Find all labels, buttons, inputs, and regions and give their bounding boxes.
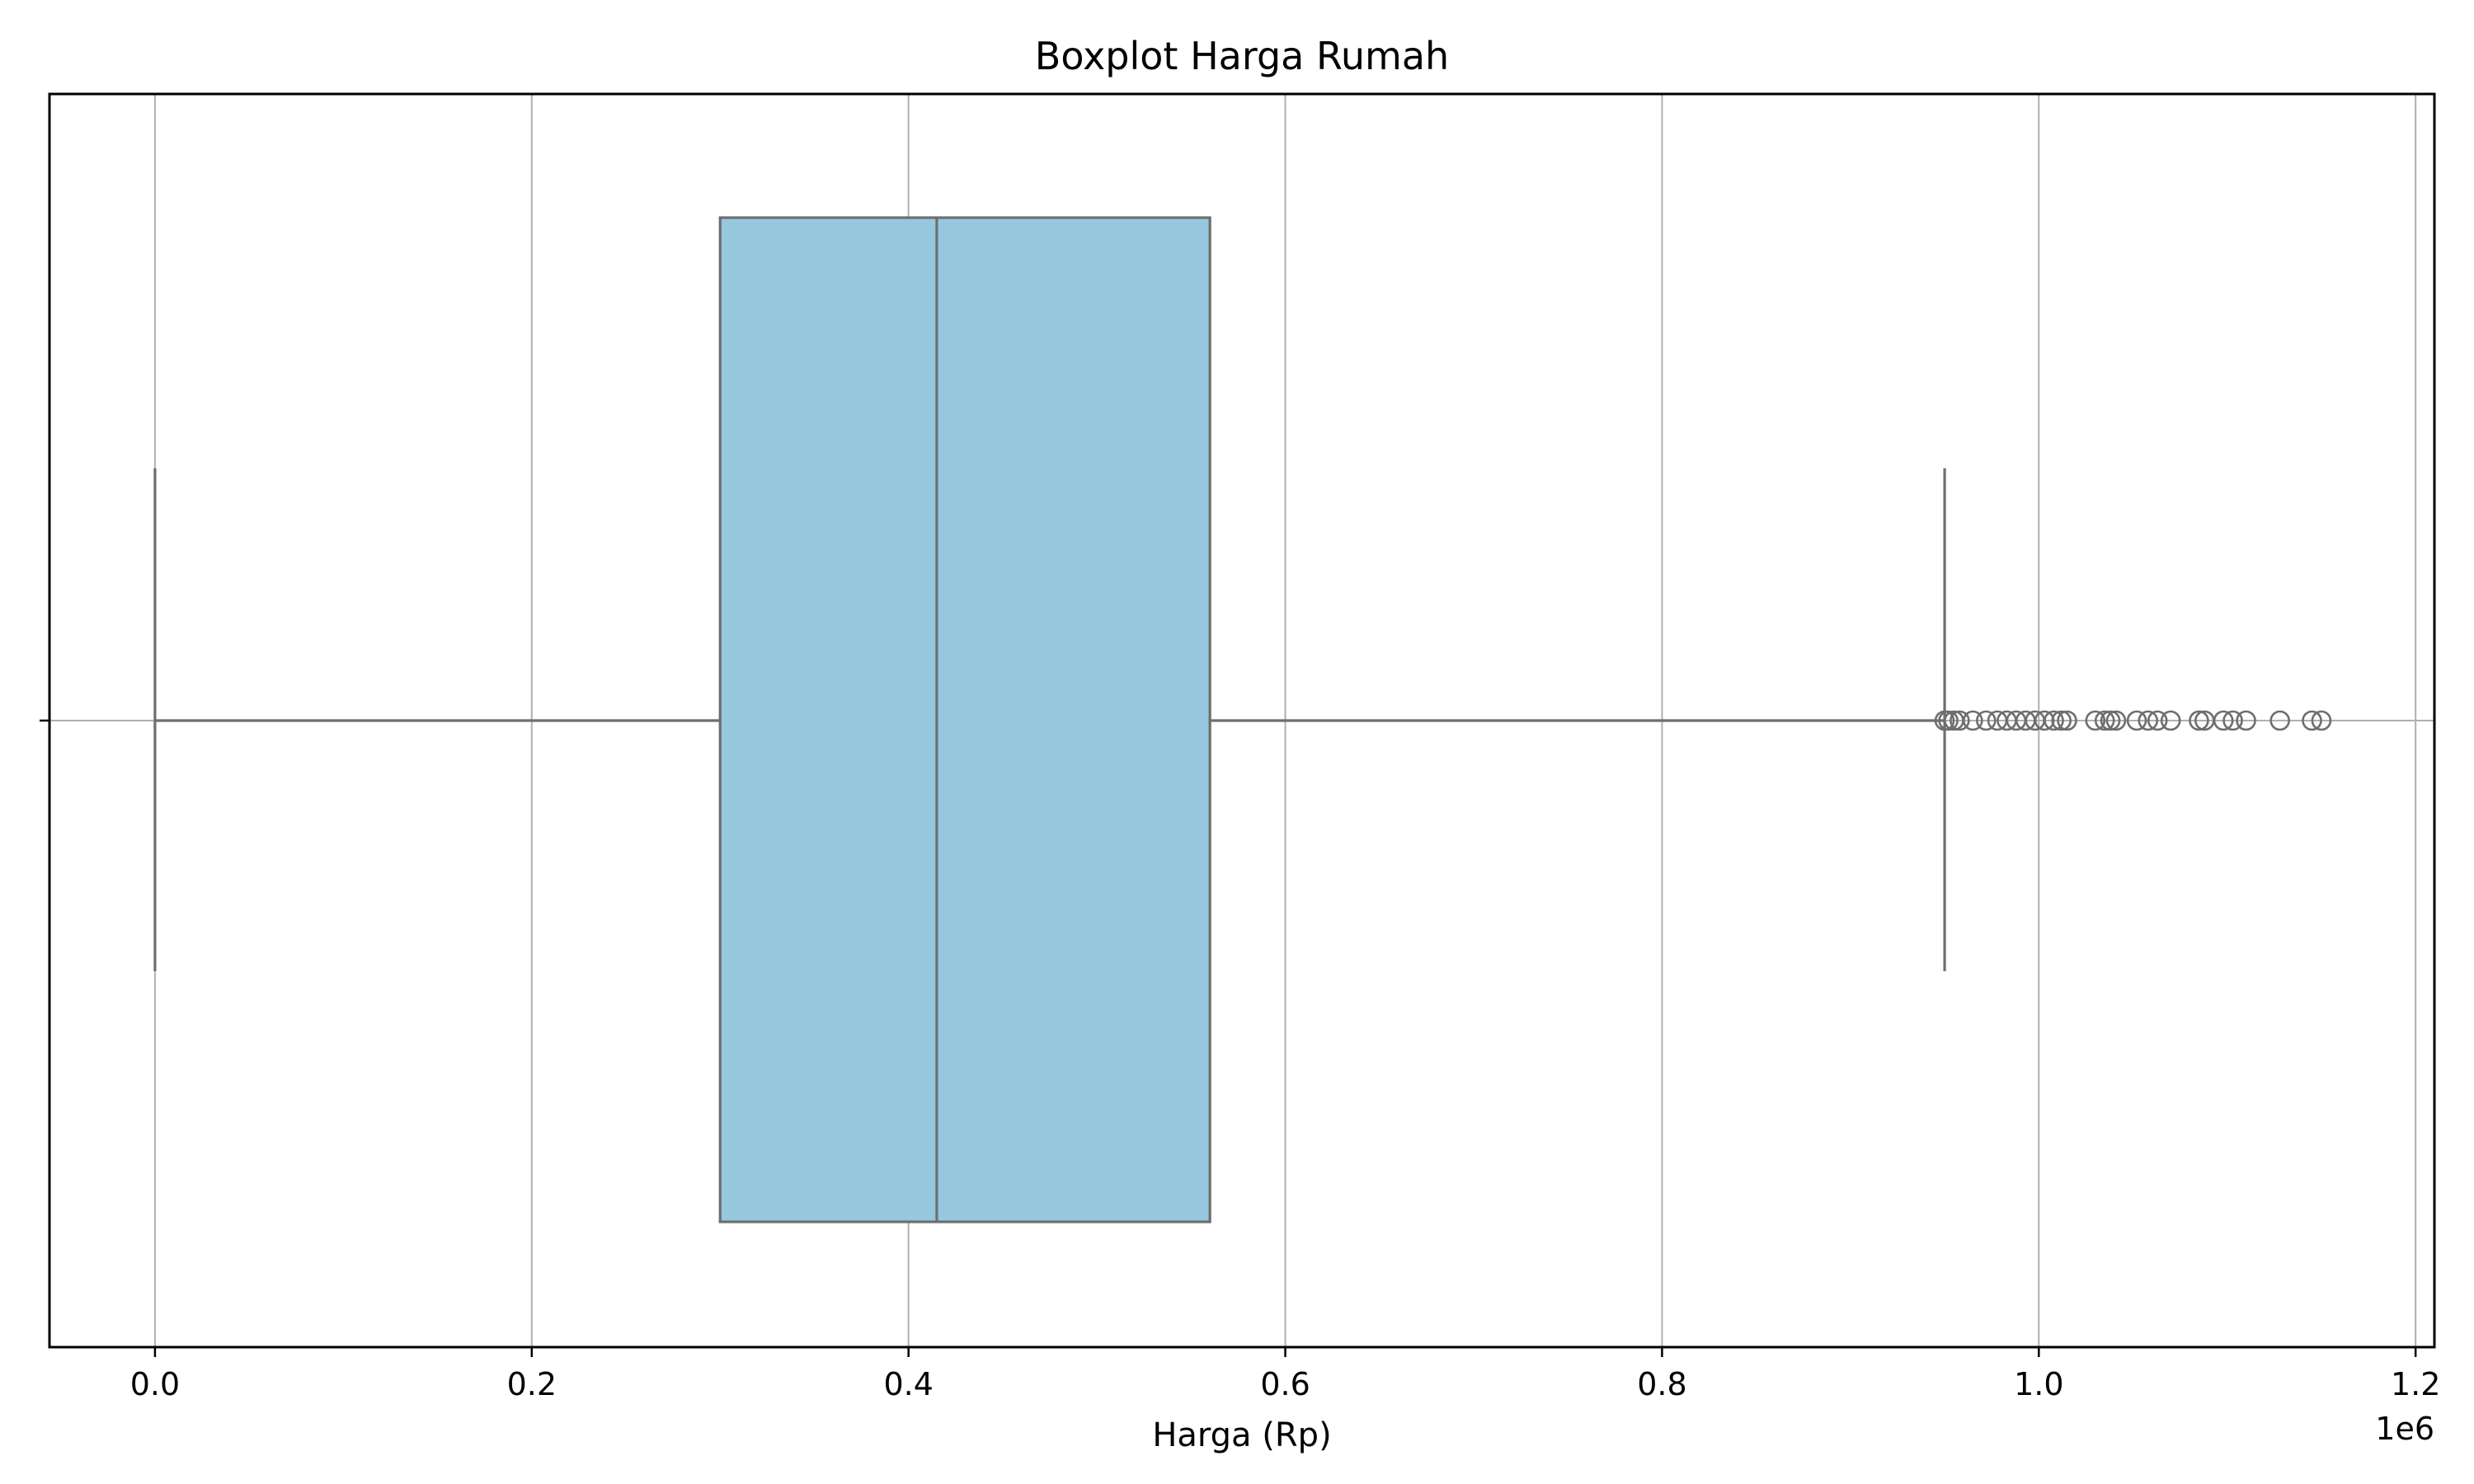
plot-area	[153, 216, 2332, 1223]
outlier-point	[2160, 710, 2181, 731]
outlier-point	[2044, 710, 2064, 731]
outlier-point	[2302, 710, 2322, 731]
outlier-point	[1938, 710, 1959, 731]
x-tick-label: 1.2	[2391, 1366, 2440, 1402]
outlier-point	[2138, 710, 2159, 731]
x-tick-label: 0.2	[507, 1366, 557, 1402]
outlier-point	[2269, 710, 2290, 731]
x-tick-label: 0.0	[130, 1366, 180, 1402]
outlier-point	[2057, 710, 2077, 731]
outlier-point	[2213, 710, 2234, 731]
x-tick-label: 0.6	[1260, 1366, 1310, 1402]
outlier-point	[2236, 710, 2256, 731]
interquartile-box	[718, 216, 1211, 1223]
outlier-point	[2051, 710, 2072, 731]
outlier-point	[2222, 710, 2243, 731]
outlier-point	[2105, 710, 2127, 731]
outlier-point	[1950, 710, 1970, 731]
outlier-point	[1963, 710, 1983, 731]
x-axis-label: Harga (Rp)	[1152, 1416, 1331, 1454]
x-tick-label: 0.4	[883, 1366, 933, 1402]
outlier-point	[2189, 710, 2209, 731]
outlier-point	[1976, 710, 1997, 731]
outlier-point	[2147, 710, 2168, 731]
outlier-point	[2126, 710, 2147, 731]
outlier-point	[2094, 710, 2115, 731]
outlier-point	[2034, 710, 2055, 731]
outlier-point	[2311, 710, 2332, 731]
x-tick-label: 1.0	[2014, 1366, 2063, 1402]
chart-title: Boxplot Harga Rumah	[1035, 34, 1449, 78]
x-axis-offset-label: 1e6	[2375, 1411, 2434, 1447]
outlier-point	[2085, 710, 2106, 731]
x-axis-ticks: 0.0 0.2 0.4 0.6 0.8 1.0 1.2	[40, 719, 2440, 1402]
outlier-point	[2100, 710, 2121, 731]
x-tick-label: 0.8	[1637, 1366, 1686, 1402]
